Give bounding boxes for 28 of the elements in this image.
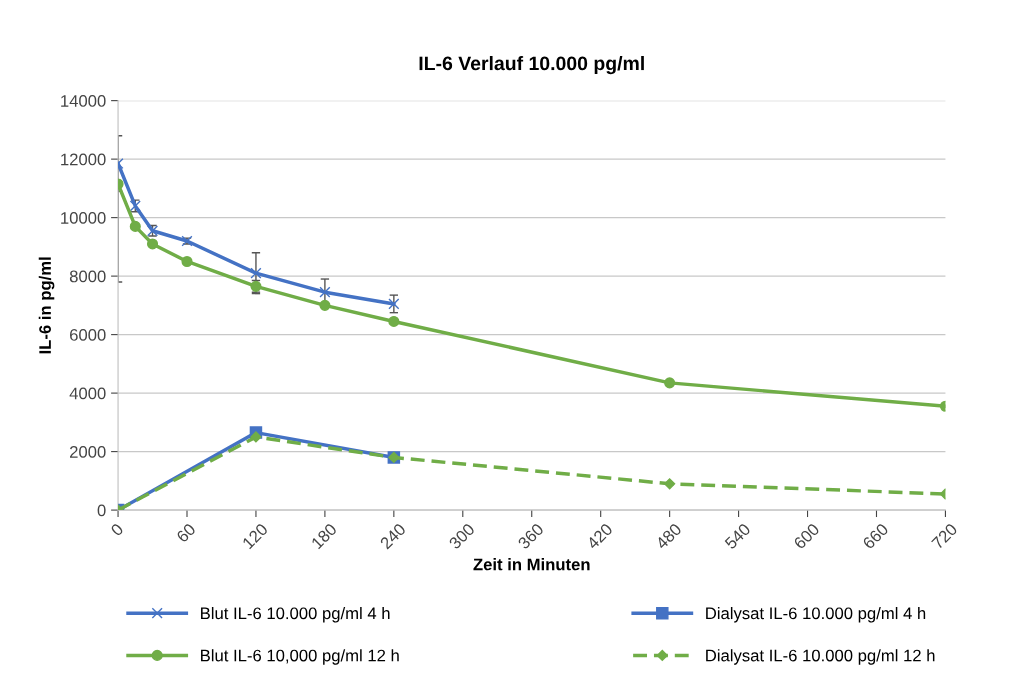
x-tick-label: 300 (448, 522, 476, 550)
y-tick-label: 12000 (61, 153, 106, 166)
y-tick-label: 4000 (69, 387, 106, 400)
x-axis-title: Zeit in Minuten (473, 558, 590, 571)
chart-title: IL-6 Verlauf 10.000 pg/ml (419, 55, 644, 75)
y-tick-label: 14000 (61, 95, 106, 107)
legend-label: Dialysat IL-6 10.000 pg/ml 4 h (706, 606, 926, 623)
x-tick-label: 660 (862, 522, 890, 550)
legend-label: Dialysat IL-6 10.000 pg/ml 12 h (706, 649, 935, 665)
x-tick-label: 0 (110, 522, 125, 537)
y-tick-label: 8000 (69, 270, 106, 283)
x-tick-label: 420 (585, 522, 614, 550)
x-tick-label: 60 (175, 522, 197, 544)
x-tick-label: 720 (931, 522, 958, 550)
x-tick-label: 600 (793, 522, 821, 550)
x-tick-label: 480 (654, 522, 683, 550)
y-tick-label: 10000 (61, 212, 106, 224)
x-tick-label: 540 (724, 522, 752, 550)
legend-label: Blut IL-6 10,000 pg/ml 12 h (201, 649, 399, 665)
x-tick-label: 360 (517, 522, 545, 550)
x-tick-label: 240 (379, 522, 407, 550)
y-tick-label: 2000 (70, 446, 106, 458)
y-tick-label: 6000 (70, 329, 106, 341)
x-tick-label: 180 (310, 522, 338, 550)
legend-label: Blut IL-6 10.000 pg/ml 4 h (201, 606, 390, 623)
y-tick-label: 0 (97, 504, 106, 517)
y-axis-title: IL-6 in pg/ml (38, 257, 55, 354)
x-tick-label: 120 (241, 522, 269, 550)
